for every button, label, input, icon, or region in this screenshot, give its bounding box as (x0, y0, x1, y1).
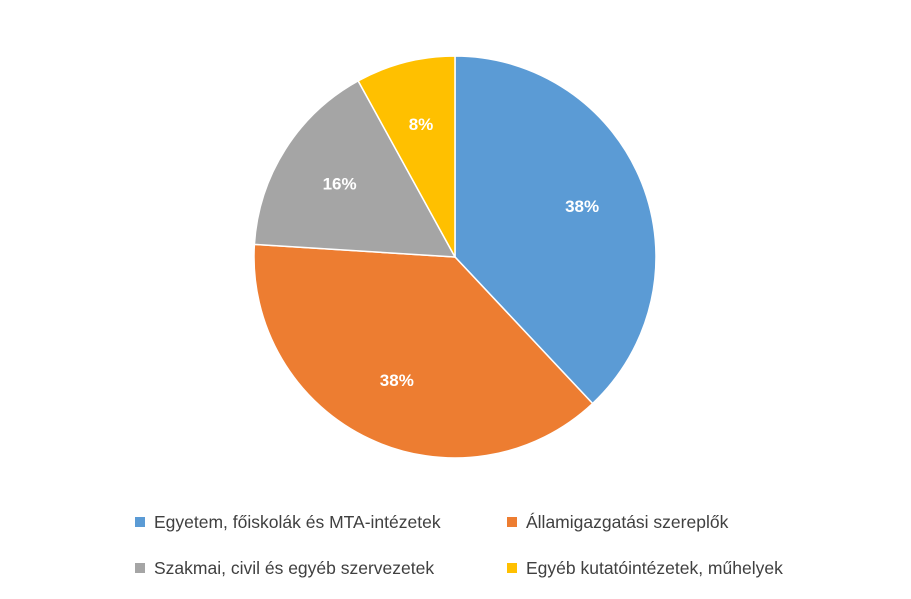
data-label-allamigazgatasi-szereplok: 38% (380, 371, 414, 390)
legend-item-szakmai: Szakmai, civil és egyéb szervezetek (135, 555, 507, 581)
legend-label: Államigazgatási szereplők (526, 511, 729, 532)
legend-label: Szakmai, civil és egyéb szervezetek (154, 557, 435, 578)
data-label-egyetem-foiskolak-es-mta-intezetek: 38% (565, 197, 599, 216)
pie-slice-egyetem-foiskolak-es-mta-intezetek (454, 55, 657, 405)
legend-label: Egyéb kutatóintézetek, műhelyek (526, 557, 783, 578)
pie-slice-szakmai-civil-es-egyeb-szervezetek (253, 80, 456, 258)
legend-item-allamigazgatasi: Államigazgatási szereplők (507, 509, 837, 535)
legend-item-egyetem: Egyetem, főiskolák és MTA-intézetek (135, 509, 507, 535)
pie-data-labels: 38% 38% 16% 8% (323, 115, 600, 390)
data-label-szakmai-civil-es-egyeb-szervezetek: 16% (323, 174, 357, 193)
pie-slice-allamigazgatasi-szereplok (253, 243, 594, 459)
data-label-egyeb-kutatointezetek-muhelyek: 8% (409, 115, 434, 134)
legend-label: Egyetem, főiskolák és MTA-intézetek (154, 511, 441, 532)
legend-item-egyeb-kutato: Egyéb kutatóintézetek, műhelyek (507, 555, 837, 581)
legend-swatch (507, 517, 517, 527)
pie-slices (253, 55, 657, 459)
legend-swatch (135, 563, 145, 573)
legend-swatch (135, 517, 145, 527)
pie-slice-egyeb-kutatointezetek-muhelyek (357, 55, 456, 258)
legend-swatch (507, 563, 517, 573)
legend: Egyetem, főiskolák és MTA-intézetek Álla… (135, 509, 855, 581)
